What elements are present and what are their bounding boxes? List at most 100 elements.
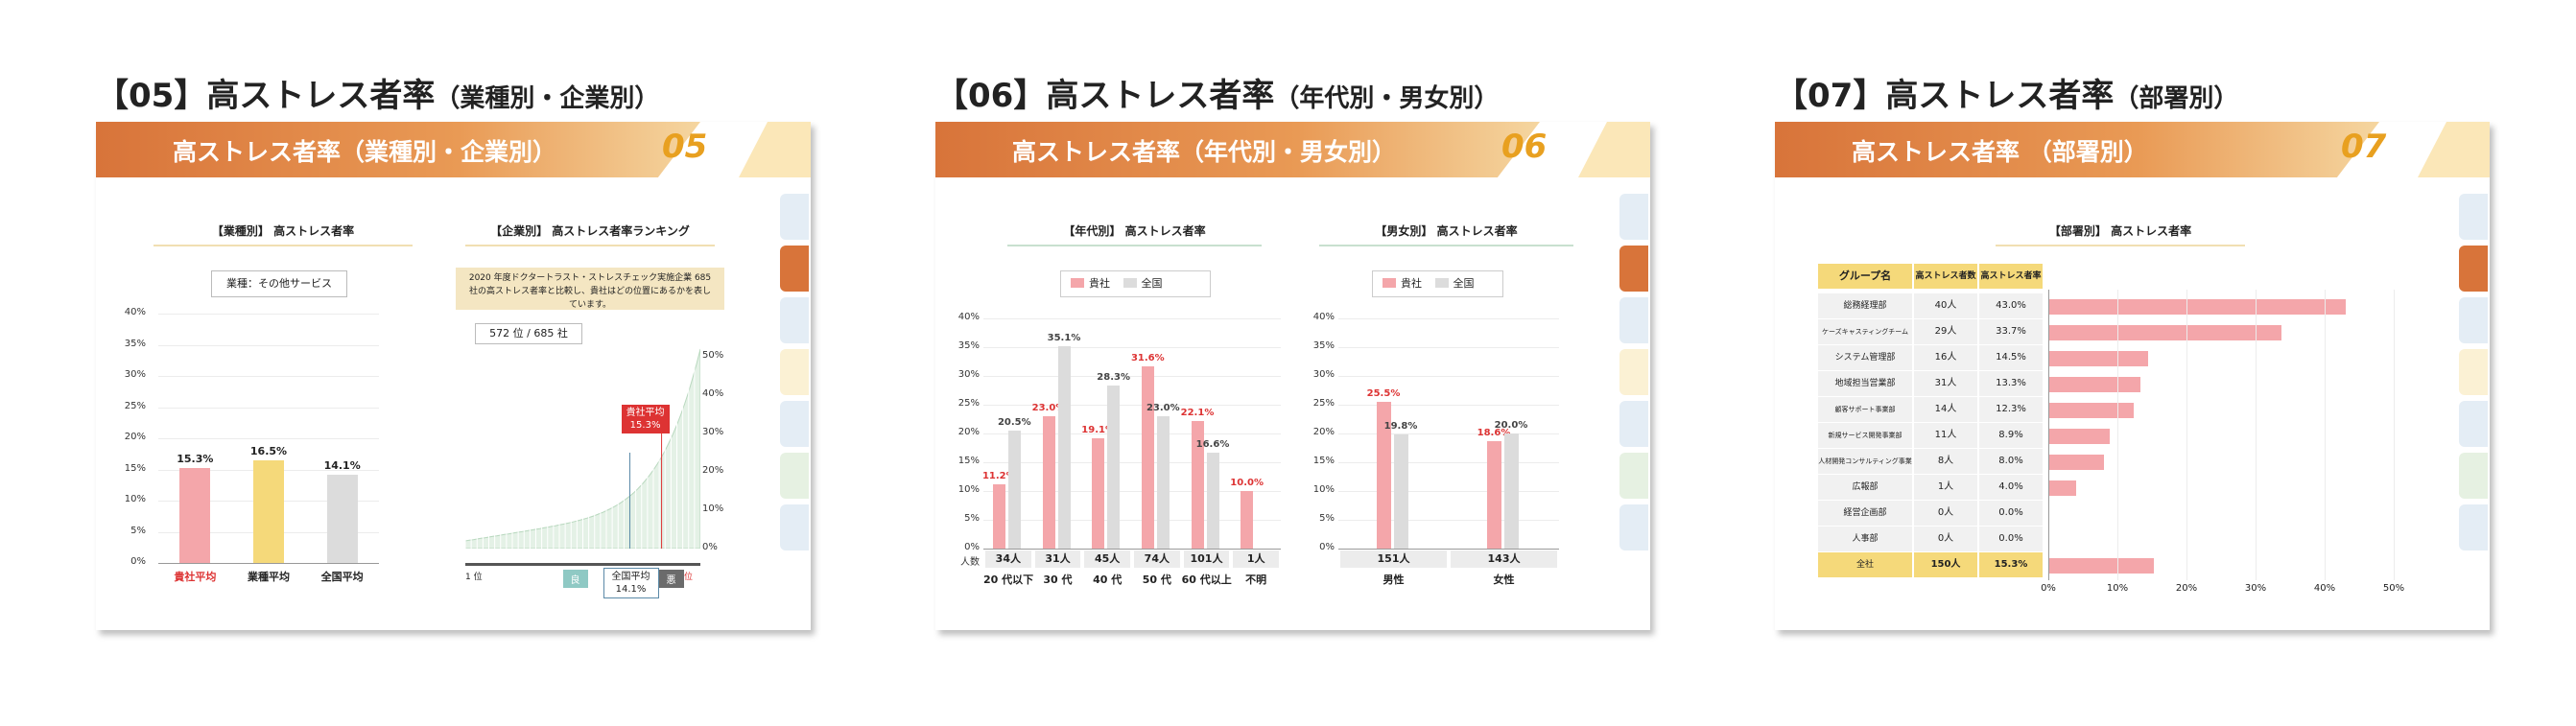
side-tab[interactable]	[1619, 504, 1648, 550]
y-tick-label: 30%	[702, 427, 724, 437]
legend-swatch-own	[1383, 278, 1396, 288]
slide-card[interactable]: 高ストレス者率（年代別・男女別） 06 【年代別】 高ストレス者率 貴社 全国 …	[935, 122, 1650, 630]
side-tab[interactable]	[780, 297, 809, 343]
heading-main: 【06】高ストレス者率	[935, 77, 1275, 115]
data-label: 19.8%	[1383, 421, 1418, 433]
title-band	[96, 122, 700, 177]
rank-first-label: 1 位	[465, 573, 483, 582]
title-underline	[1319, 245, 1573, 246]
national-avg-badge: 全国平均 14.1%	[603, 568, 659, 598]
side-tabs	[2459, 194, 2488, 556]
side-tab[interactable]	[2459, 504, 2488, 550]
data-label: 20.5%	[997, 417, 1031, 428]
panel-heading: 【07】高ストレス者率（部署別）	[1775, 69, 2238, 117]
dept-bar	[2048, 299, 2346, 315]
side-tab[interactable]	[2459, 349, 2488, 395]
band-title: 高ストレス者率（業種別・企業別）	[173, 138, 557, 166]
dept-bar	[2048, 325, 2281, 340]
y-tick-label: 15%	[1312, 456, 1335, 466]
bar-own	[1241, 491, 1254, 549]
y-tick-label: 10%	[1312, 484, 1335, 495]
dept-bar	[2048, 558, 2155, 574]
y-tick-label: 40%	[1312, 312, 1335, 322]
gridline	[983, 462, 1281, 463]
count-cell: 150人	[1914, 552, 1977, 577]
dept-bar	[2048, 377, 2140, 392]
side-tab[interactable]	[2459, 401, 2488, 447]
y-tick-label: 0%	[1319, 542, 1335, 552]
band-decoration	[1578, 122, 1650, 177]
y-tick-label: 20%	[1312, 427, 1335, 437]
side-tab[interactable]	[2459, 453, 2488, 499]
data-label: 15.3%	[177, 452, 214, 465]
table-row: 総務経理部 40人 43.0%	[1818, 293, 2044, 320]
slide-card[interactable]: 高ストレス者率 （部署別） 07 【部署別】 高ストレス者率 グループ名 高ストレ…	[1775, 122, 2490, 630]
category-label: 業種平均	[248, 571, 290, 583]
bar-own	[1042, 416, 1055, 549]
side-tab-active[interactable]	[2459, 246, 2488, 292]
y-tick-label: 20%	[957, 427, 980, 437]
bar-national	[1503, 433, 1519, 549]
side-tab[interactable]	[1619, 297, 1648, 343]
side-tab[interactable]	[1619, 401, 1648, 447]
x-axis	[158, 563, 379, 564]
y-tick-label: 0%	[130, 556, 146, 567]
legend-own: 貴社	[1401, 277, 1422, 290]
x-axis	[983, 549, 1281, 550]
data-label: 14.1%	[323, 459, 361, 473]
group-cell: 新規サービス開発事業部	[1818, 423, 1912, 448]
gridline	[1338, 462, 1559, 463]
side-tab[interactable]	[1619, 194, 1648, 240]
side-tab[interactable]	[1619, 349, 1648, 395]
gridline	[983, 491, 1281, 492]
gridline	[2256, 290, 2257, 580]
gender-bar-chart: 0% 5% 10% 15% 20% 25% 30% 35% 40% 25.5% 19.8% 151人男…	[1300, 309, 1578, 616]
y-tick-label: 15%	[957, 456, 980, 466]
table-row: 人材開発コンサルティング事業部8人8.0%	[1818, 449, 2044, 490]
gridline	[983, 318, 1281, 319]
gridline	[983, 376, 1281, 377]
group-cell: 広報部	[1818, 475, 1912, 500]
data-label: 28.3%	[1097, 372, 1130, 384]
headcount-label: 31人	[1034, 550, 1081, 568]
industry-label-box: 業種：その他サービス	[211, 270, 347, 297]
side-tab[interactable]	[780, 401, 809, 447]
rate-cell: 43.0%	[1979, 293, 2043, 318]
headcount-label: 101人	[1183, 550, 1230, 568]
side-tab[interactable]	[2459, 194, 2488, 240]
rate-cell: 0.0%	[1979, 501, 2043, 526]
rate-cell: 8.9%	[1979, 423, 2043, 448]
panel-heading: 【05】高ストレス者率（業種別・企業別）	[96, 69, 659, 117]
side-tab[interactable]	[780, 194, 809, 240]
data-label: 16.5%	[249, 444, 288, 457]
group-cell: 人材開発コンサルティング事業部	[1818, 449, 1912, 490]
side-tab[interactable]	[780, 453, 809, 499]
y-tick-label: 20%	[124, 432, 146, 442]
side-tab[interactable]	[1619, 453, 1648, 499]
table-row: 新規サービス開発事業部 11人 8.9%	[1818, 423, 2044, 450]
bar-national	[1206, 453, 1219, 549]
own-avg-badge: 貴社平均 15.3%	[621, 405, 670, 433]
table-row: 人事部 0人 0.0%	[1818, 527, 2044, 553]
gridline	[2325, 290, 2326, 580]
side-tab-active[interactable]	[1619, 246, 1648, 292]
rate-cell: 12.3%	[1979, 397, 2043, 422]
gridline	[2117, 290, 2118, 580]
title-underline	[154, 245, 413, 246]
ranking-curve	[465, 348, 700, 549]
count-cell: 16人	[1914, 345, 1977, 370]
title-underline	[465, 245, 715, 246]
side-tab[interactable]	[780, 504, 809, 550]
band-title: 高ストレス者率（年代別・男女別）	[1012, 138, 1397, 166]
bar-national	[1007, 431, 1021, 549]
gridline	[1338, 405, 1559, 406]
side-tab-active[interactable]	[780, 246, 809, 292]
count-cell: 1人	[1914, 475, 1977, 500]
slide-card[interactable]: 高ストレス者率（業種別・企業別） 05 【業種別】 高ストレス者率 業種：その他…	[96, 122, 811, 630]
y-tick-label: 5%	[1319, 513, 1335, 524]
side-tab[interactable]	[780, 349, 809, 395]
side-tab[interactable]	[2459, 297, 2488, 343]
gridline	[2186, 290, 2187, 580]
group-cell: 経営企画部	[1818, 501, 1912, 526]
gridline	[1338, 491, 1559, 492]
